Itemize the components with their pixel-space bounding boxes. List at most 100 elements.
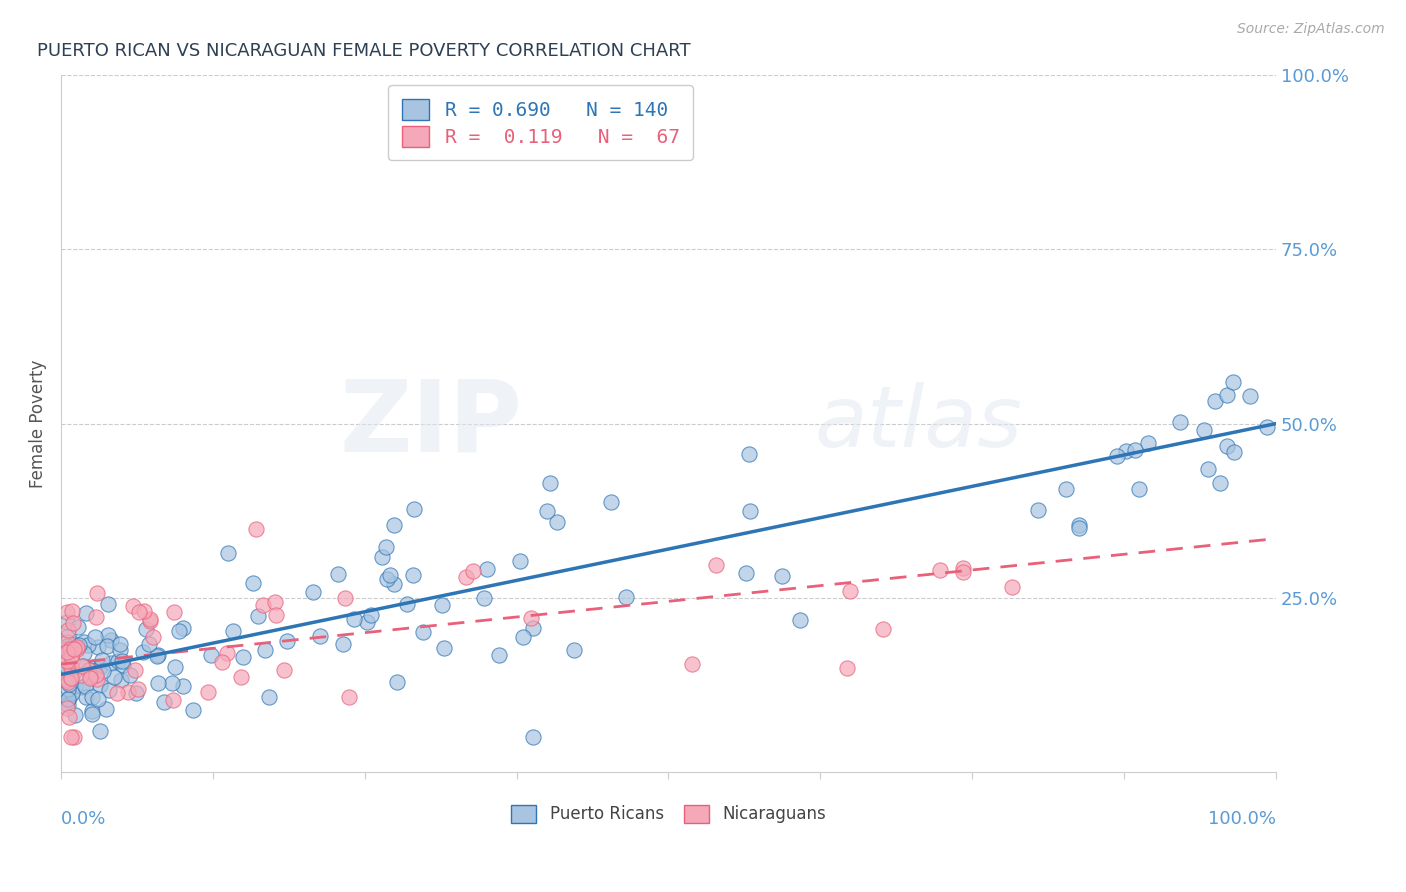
Point (62, 604, 84, 618)
Point (103, 670, 125, 684)
Point (93, 664, 115, 678)
Point (536, 504, 558, 518)
Point (308, 630, 330, 644)
Point (839, 583, 862, 598)
Point (110, 673, 132, 688)
Point (73, 635, 96, 649)
Point (132, 645, 155, 659)
Point (63, 665, 86, 680)
Point (60, 663, 83, 677)
Point (56, 700, 79, 714)
Point (146, 648, 169, 663)
Point (1239, 389, 1261, 403)
Point (738, 447, 761, 461)
Point (229, 670, 252, 684)
Text: 0.0%: 0.0% (60, 810, 107, 829)
Point (84, 609, 107, 624)
Point (1128, 482, 1150, 496)
Point (332, 636, 354, 650)
Point (59, 641, 82, 656)
Point (75, 679, 97, 693)
Point (562, 643, 585, 657)
Legend: Puerto Ricans, Nicaraguans: Puerto Ricans, Nicaraguans (501, 795, 835, 833)
Point (222, 624, 245, 639)
Point (396, 597, 419, 611)
Point (67, 620, 90, 634)
Point (63, 708, 86, 723)
Point (509, 554, 531, 568)
Point (326, 566, 349, 581)
Point (56, 615, 79, 630)
Text: 100.0%: 100.0% (1208, 810, 1277, 829)
Point (56, 698, 79, 713)
Point (59, 671, 82, 685)
Point (375, 572, 398, 586)
Point (105, 686, 128, 700)
Point (124, 663, 146, 677)
Point (58, 710, 80, 724)
Point (169, 624, 191, 639)
Point (1067, 521, 1090, 535)
Point (1001, 580, 1024, 594)
Point (276, 633, 298, 648)
Point (77, 663, 100, 677)
Point (520, 611, 543, 625)
Point (360, 608, 382, 623)
Point (1067, 518, 1090, 533)
Point (56, 660, 79, 674)
Point (378, 568, 401, 582)
Point (66, 640, 89, 654)
Point (146, 648, 169, 662)
Point (273, 663, 295, 677)
Point (333, 591, 356, 606)
Point (1222, 376, 1244, 390)
Point (110, 654, 132, 668)
Point (56, 642, 79, 657)
Point (86, 672, 108, 686)
Point (614, 591, 637, 605)
Point (197, 685, 219, 699)
Point (89, 660, 111, 674)
Point (56, 674, 79, 689)
Point (139, 614, 162, 628)
Point (522, 730, 544, 744)
Point (97, 683, 120, 698)
Point (86, 692, 108, 706)
Point (128, 606, 150, 620)
Point (79, 669, 101, 683)
Point (89, 678, 111, 692)
Point (80, 706, 103, 721)
Point (84, 668, 107, 682)
Point (58, 691, 80, 706)
Point (73, 647, 96, 661)
Point (139, 612, 162, 626)
Point (58, 629, 80, 643)
Point (59, 660, 82, 674)
Point (125, 686, 148, 700)
Point (1222, 445, 1244, 459)
Point (356, 615, 378, 629)
Point (75, 607, 97, 621)
Point (181, 703, 204, 717)
Point (83, 660, 105, 674)
Point (160, 676, 183, 690)
Point (200, 648, 222, 662)
Point (138, 636, 160, 650)
Point (302, 585, 325, 599)
Point (546, 515, 568, 529)
Point (247, 609, 270, 624)
Point (1208, 475, 1230, 490)
Point (412, 625, 434, 640)
Point (56, 639, 79, 653)
Point (770, 569, 793, 583)
Point (62, 615, 84, 630)
Point (60, 648, 83, 663)
Point (163, 605, 186, 619)
Point (242, 576, 264, 591)
Point (1215, 439, 1237, 453)
Point (735, 566, 758, 581)
Point (112, 657, 135, 672)
Point (928, 563, 950, 577)
Point (488, 648, 510, 662)
Point (1107, 450, 1129, 464)
